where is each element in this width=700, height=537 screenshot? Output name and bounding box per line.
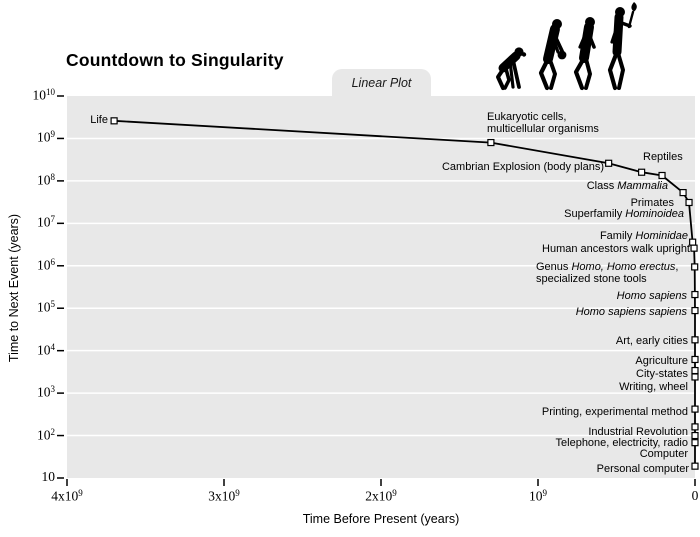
data-point-life bbox=[110, 117, 118, 125]
plot-area bbox=[67, 96, 695, 478]
y-tick-label-4: 106 bbox=[37, 256, 55, 273]
event-label-eukaryotic-cells-multicellular-organisms: Eukaryotic cells, multicellular organisms bbox=[487, 110, 599, 136]
data-point-superfamily-hominoidea bbox=[685, 198, 693, 207]
event-label-homo-sapiens-sapiens: Homo sapiens sapiens bbox=[575, 305, 687, 318]
event-label-human-ancestors-walk-upright: Human ancestors walk upright bbox=[542, 242, 690, 255]
data-point-family-hominidae bbox=[689, 238, 697, 246]
data-point-reptiles bbox=[638, 168, 646, 176]
x-axis-title: Time Before Present (years) bbox=[302, 512, 460, 526]
event-label-telephone-electricity-radio: Telephone, electricity, radio bbox=[555, 436, 688, 449]
modern-human-torch-silhouette bbox=[607, 2, 637, 91]
event-label-writing-wheel: Writing, wheel bbox=[619, 380, 688, 393]
x-tick-label-3: 109 bbox=[529, 488, 547, 504]
event-label-agriculture: Agriculture bbox=[635, 354, 688, 367]
data-point-cambrian-explosion-body-plans bbox=[605, 159, 613, 167]
data-point-eukaryotic-cells-multicellular-organisms bbox=[487, 138, 495, 147]
event-label-cambrian-explosion-body-plans: Cambrian Explosion (body plans) bbox=[441, 160, 604, 173]
y-tick-label-3: 107 bbox=[37, 214, 55, 230]
evolution-march-of-progress-icon bbox=[496, 2, 637, 91]
data-point-human-ancestors-walk-upright bbox=[690, 244, 698, 252]
event-label-art-early-cities: Art, early cities bbox=[615, 334, 688, 347]
data-point-agriculture bbox=[691, 355, 699, 364]
data-point-industrial-revolution bbox=[691, 423, 699, 431]
linear-plot-tab[interactable]: Linear Plot bbox=[332, 69, 431, 96]
event-label-reptiles: Reptiles bbox=[643, 150, 683, 163]
x-tick-label-4: 0 bbox=[691, 488, 699, 503]
event-label-genus-homo-homo-erectus-specialized-stone-tools: Genus Homo, Homo erectus, specialized sto… bbox=[536, 260, 679, 286]
data-point-computer bbox=[691, 439, 699, 447]
data-point-class-mammalia bbox=[658, 171, 666, 180]
y-tick-label-8: 102 bbox=[37, 426, 55, 443]
data-point-writing-wheel bbox=[691, 373, 699, 381]
chart-title: Countdown to Singularity bbox=[66, 50, 284, 70]
ape-silhouette bbox=[496, 47, 527, 90]
linear-plot-tab-label: Linear Plot bbox=[351, 75, 412, 90]
x-tick-label-2: 2x109 bbox=[365, 488, 397, 504]
event-label-computer: Computer bbox=[639, 447, 688, 460]
event-label-family-hominidae: Family Hominidae bbox=[599, 229, 688, 242]
y-tick-label-1: 109 bbox=[37, 129, 55, 145]
y-tick-label-2: 108 bbox=[37, 171, 55, 188]
event-label-class-mammalia: Class Mammalia bbox=[586, 179, 668, 192]
y-axis-title: Time to Next Event (years) bbox=[7, 213, 21, 363]
early-human-silhouette bbox=[573, 17, 596, 91]
data-point-art-early-cities bbox=[691, 336, 699, 344]
data-point-genus-homo-homo-erectus-specialized-stone-tools bbox=[691, 263, 699, 271]
event-label-homo-sapiens: Homo sapiens bbox=[616, 289, 687, 302]
event-label-life: Life bbox=[90, 113, 108, 126]
event-label-printing-experimental-method: Printing, experimental method bbox=[541, 405, 688, 418]
x-tick-label-1: 3x109 bbox=[208, 488, 240, 504]
data-point-printing-experimental-method bbox=[691, 405, 699, 413]
y-tick-label-7: 103 bbox=[37, 384, 55, 400]
data-point-personal-computer bbox=[691, 462, 699, 470]
event-label-personal-computer: Personal computer bbox=[596, 462, 689, 475]
event-label-primates: Primates bbox=[630, 196, 674, 209]
data-point-primates bbox=[679, 188, 687, 197]
y-tick-label-6: 104 bbox=[37, 341, 55, 358]
event-label-city-states: City-states bbox=[636, 367, 688, 380]
y-tick-label-9: 10 bbox=[41, 469, 56, 484]
stooped-hominid-silhouette bbox=[538, 19, 567, 91]
event-label-superfamily-hominoidea: Superfamily Hominoidea bbox=[564, 207, 684, 220]
data-point-homo-sapiens bbox=[691, 290, 699, 299]
y-tick-label-5: 105 bbox=[37, 299, 55, 315]
data-point-city-states bbox=[691, 366, 699, 375]
data-point-homo-sapiens-sapiens bbox=[691, 306, 699, 315]
data-point-telephone-electricity-radio bbox=[691, 431, 699, 440]
x-tick-label-0: 4x109 bbox=[51, 488, 83, 504]
event-label-industrial-revolution: Industrial Revolution bbox=[588, 425, 688, 438]
y-tick-label-0: 1010 bbox=[32, 87, 56, 103]
